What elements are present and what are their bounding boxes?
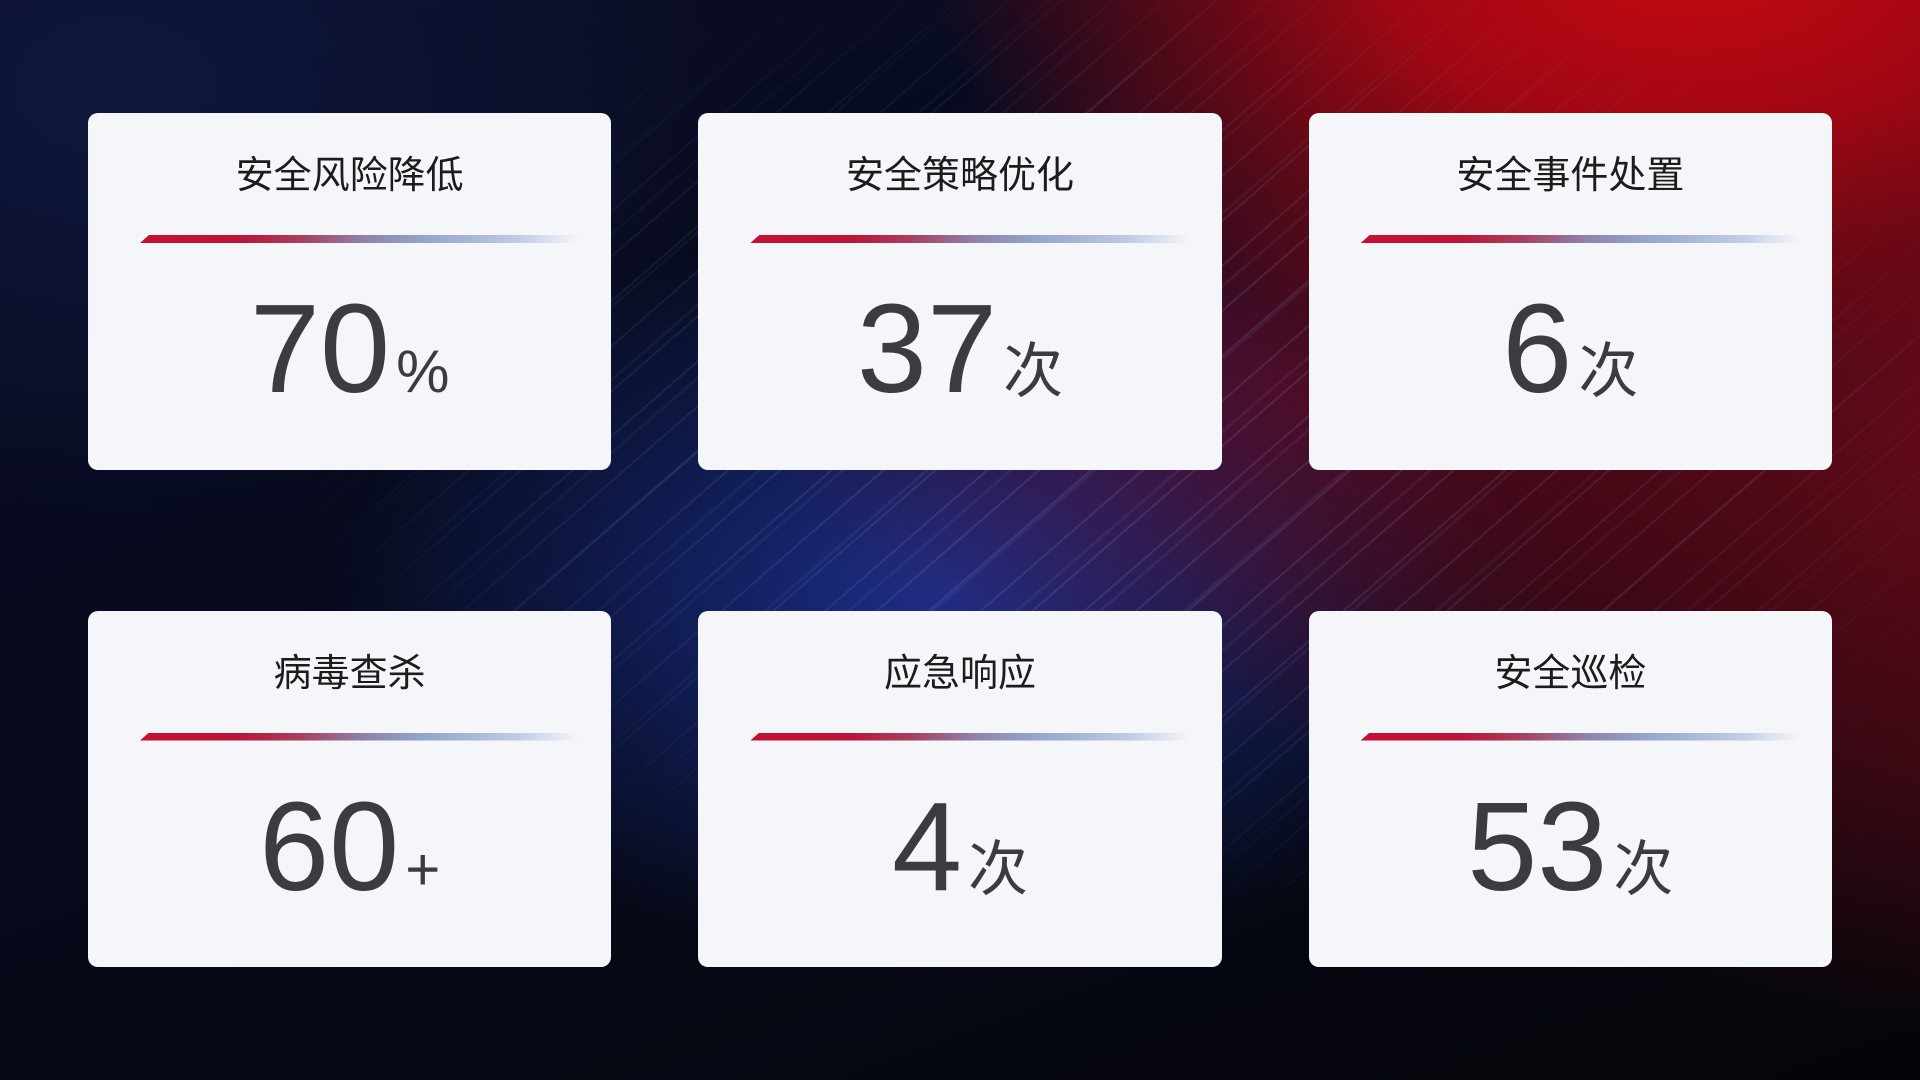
stat-value-row: 37 次 — [698, 229, 1221, 470]
card-title: 安全巡检 — [1494, 652, 1647, 695]
stat-unit: 次 — [968, 835, 1029, 903]
stat-value: 4 — [891, 775, 963, 917]
accent-gradient-line — [1360, 732, 1809, 741]
stat-card-security-inspection: 安全巡检 53 次 — [1308, 610, 1832, 968]
stat-value-row: 70% — [88, 229, 611, 470]
stat-card-virus-scan: 病毒查杀 60 + — [88, 610, 612, 968]
card-title: 安全事件处置 — [1456, 155, 1685, 197]
stat-value: 6 — [1502, 278, 1573, 420]
card-title: 安全风险降低 — [235, 155, 464, 197]
accent-gradient-line — [1360, 235, 1809, 243]
stat-unit: + — [405, 835, 441, 903]
stat-unit: % — [396, 338, 450, 406]
accent-gradient-line — [750, 732, 1199, 741]
stat-value-row: 53 次 — [1309, 727, 1832, 968]
stat-value: 70 — [249, 278, 391, 420]
accent-gradient-line — [140, 235, 589, 243]
stat-card-policy-optimization: 安全策略优化 37 次 — [698, 113, 1222, 470]
stat-value: 60 — [259, 775, 400, 917]
stat-value: 37 — [856, 278, 998, 420]
accent-gradient-line — [140, 732, 589, 741]
stat-value: 53 — [1467, 775, 1608, 917]
stat-card-risk-reduction: 安全风险降低 70% — [88, 113, 612, 470]
stat-unit: 次 — [1613, 835, 1674, 903]
stat-unit: 次 — [1003, 338, 1064, 406]
stat-unit: 次 — [1578, 338, 1639, 406]
card-title: 病毒查杀 — [273, 652, 426, 695]
card-title: 安全策略优化 — [845, 155, 1074, 197]
accent-gradient-line — [750, 235, 1199, 243]
stat-value-row: 60 + — [88, 727, 611, 968]
card-title: 应急响应 — [883, 652, 1036, 695]
